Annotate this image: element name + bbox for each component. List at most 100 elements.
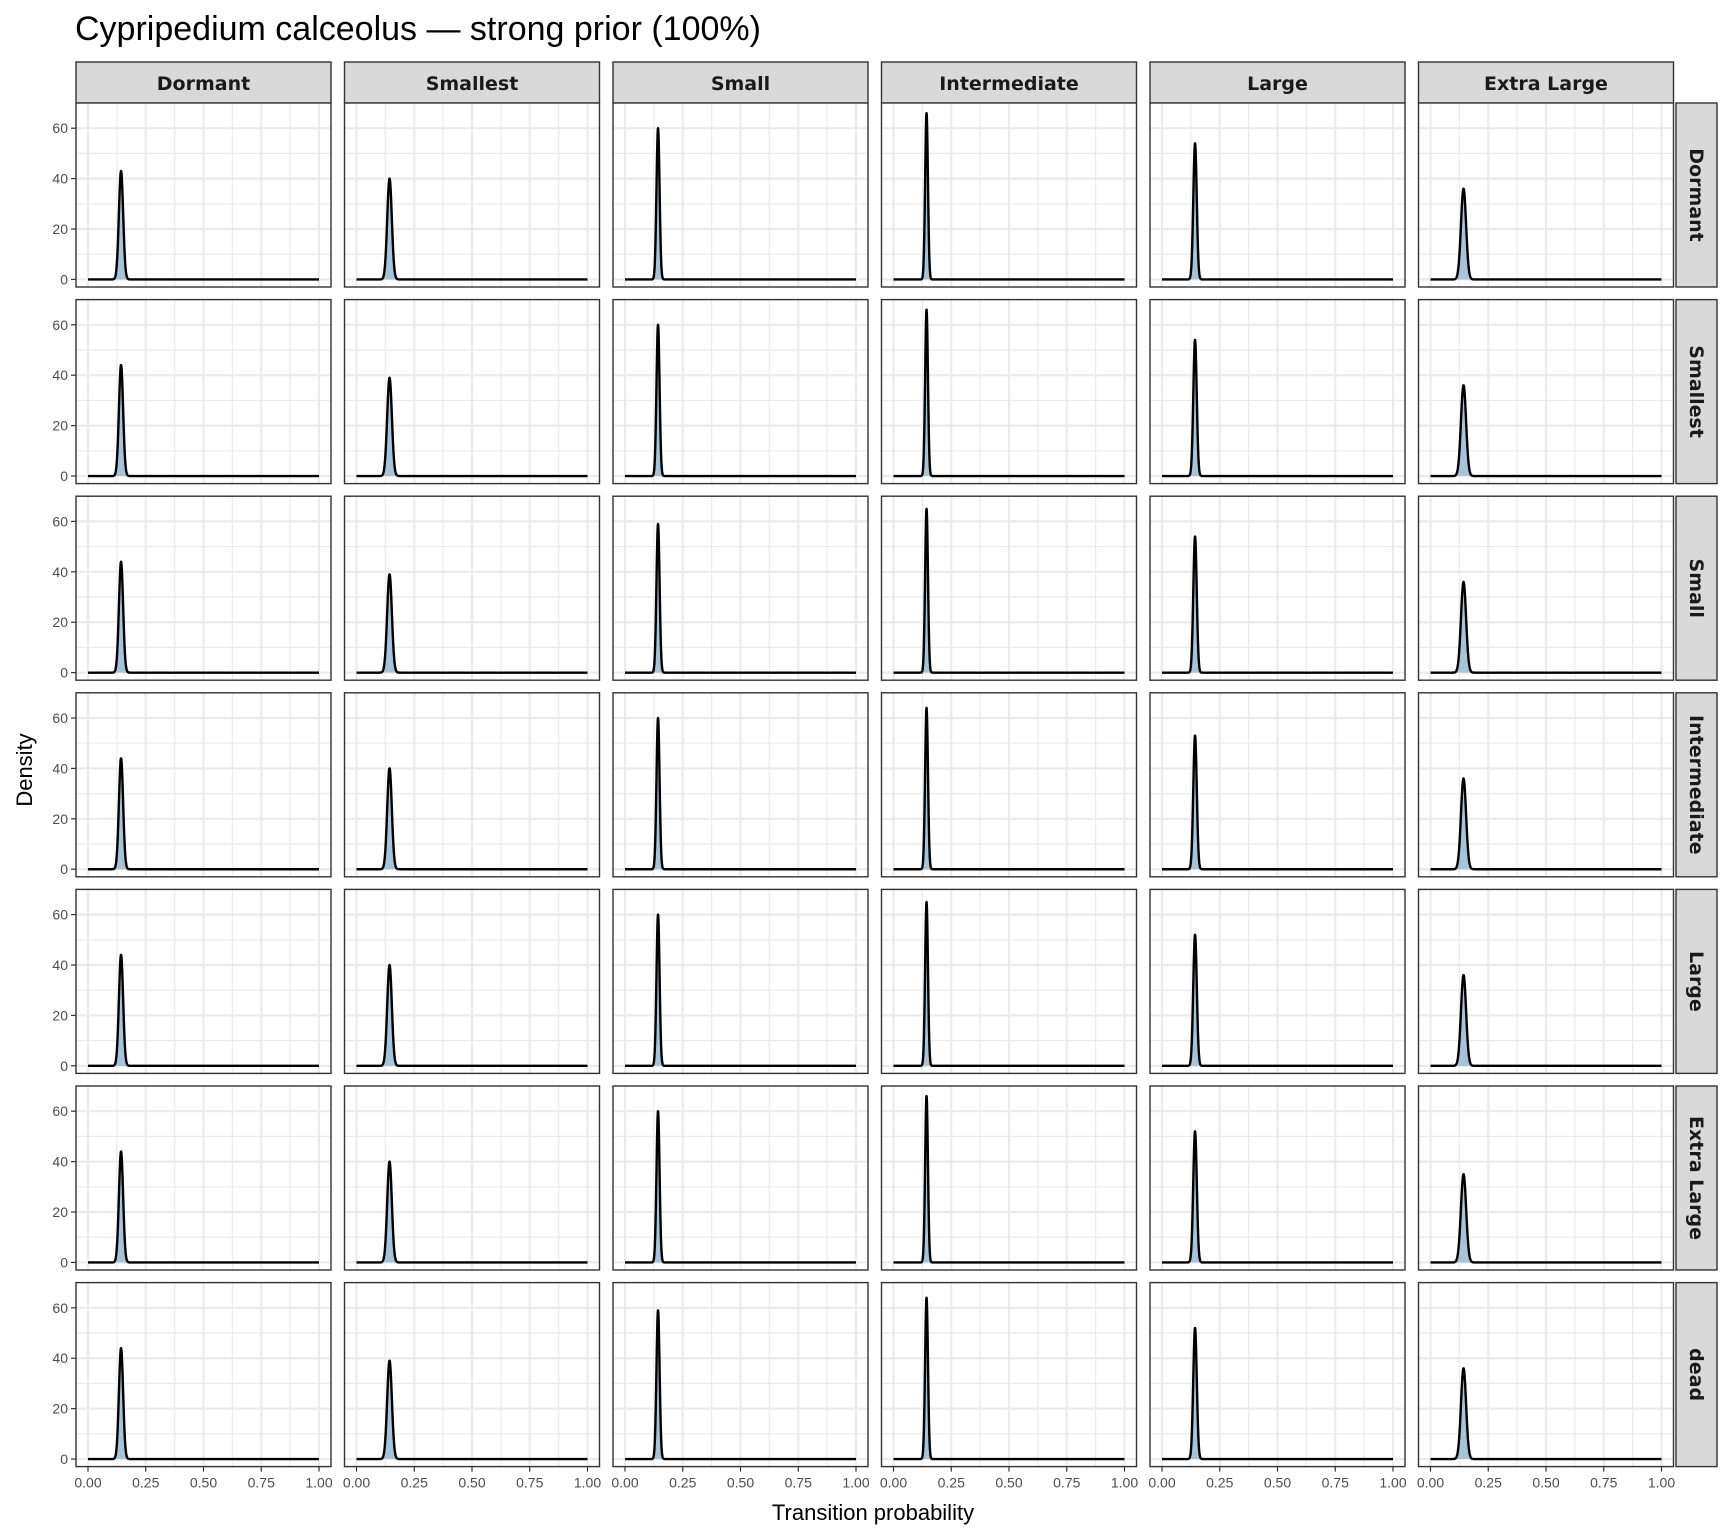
panel-border bbox=[612, 1085, 869, 1271]
panel-border bbox=[75, 102, 332, 288]
panel-border bbox=[1149, 495, 1406, 681]
x-tick-label: 1.00 bbox=[574, 1475, 601, 1491]
x-tick-label: 0.50 bbox=[727, 1475, 754, 1491]
y-tick-label: 20 bbox=[52, 418, 68, 434]
y-tick-label: 40 bbox=[52, 564, 68, 580]
density-line bbox=[355, 177, 589, 281]
y-tick-label: 0 bbox=[60, 1451, 68, 1467]
x-tick-label: 0.50 bbox=[995, 1475, 1022, 1491]
row-strip bbox=[1675, 888, 1718, 1075]
density-line bbox=[87, 363, 320, 478]
density-line bbox=[892, 308, 1126, 478]
panel-border bbox=[343, 692, 601, 878]
density-line bbox=[355, 573, 589, 674]
x-tick-label: 0.50 bbox=[1532, 1475, 1559, 1491]
panel-border bbox=[612, 888, 869, 1075]
column-strip bbox=[1417, 61, 1675, 104]
density-line bbox=[87, 953, 320, 1068]
density-line bbox=[1161, 734, 1394, 871]
panel-border bbox=[1149, 692, 1406, 878]
x-tick-label: 0.50 bbox=[190, 1475, 217, 1491]
y-tick-label: 20 bbox=[52, 221, 68, 237]
density-line bbox=[1429, 777, 1663, 871]
panel-border bbox=[1149, 298, 1406, 485]
density-line bbox=[87, 169, 320, 281]
x-tick-label: 0.25 bbox=[669, 1475, 696, 1491]
panel-border bbox=[1149, 888, 1406, 1075]
density-line bbox=[87, 757, 320, 871]
column-strip bbox=[343, 61, 601, 104]
density-line bbox=[355, 1160, 589, 1264]
row-strip bbox=[1675, 1085, 1718, 1271]
x-tick-label: 0.75 bbox=[516, 1475, 543, 1491]
row-strip-label: Small bbox=[1685, 559, 1707, 618]
density-line bbox=[1429, 1367, 1663, 1461]
density-line bbox=[355, 1359, 589, 1461]
x-tick-label: 0.25 bbox=[938, 1475, 965, 1491]
y-tick-label: 0 bbox=[60, 468, 68, 484]
x-tick-label: 0.00 bbox=[880, 1475, 907, 1491]
y-tick-label: 40 bbox=[52, 1350, 68, 1366]
density-line bbox=[624, 522, 857, 674]
x-tick-label: 0.25 bbox=[401, 1475, 428, 1491]
density-line bbox=[1161, 142, 1394, 281]
density-line bbox=[1161, 933, 1394, 1068]
density-line bbox=[624, 913, 857, 1068]
density-line bbox=[87, 1150, 320, 1264]
y-tick-label: 20 bbox=[52, 1401, 68, 1417]
x-tick-label: 1.00 bbox=[1379, 1475, 1406, 1491]
x-tick-label: 0.00 bbox=[611, 1475, 638, 1491]
density-line bbox=[624, 127, 857, 281]
x-tick-label: 0.00 bbox=[1148, 1475, 1175, 1491]
panel-border bbox=[75, 495, 332, 681]
panel-border bbox=[1417, 692, 1675, 878]
row-strip-label: Intermediate bbox=[1685, 715, 1707, 855]
y-tick-label: 40 bbox=[52, 957, 68, 973]
y-tick-label: 40 bbox=[52, 760, 68, 776]
y-tick-label: 60 bbox=[52, 513, 68, 529]
density-line bbox=[355, 376, 589, 478]
y-tick-label: 60 bbox=[52, 317, 68, 333]
density-line bbox=[624, 716, 857, 871]
density-line bbox=[1161, 535, 1394, 674]
panel-border bbox=[880, 495, 1138, 681]
y-tick-label: 0 bbox=[60, 1254, 68, 1270]
y-tick-label: 0 bbox=[60, 271, 68, 287]
x-tick-label: 0.75 bbox=[1590, 1475, 1617, 1491]
panel-border bbox=[612, 495, 869, 681]
row-strip bbox=[1675, 692, 1718, 878]
row-strip-label: Large bbox=[1685, 951, 1707, 1012]
chart-title: Cypripedium calceolus — strong prior (10… bbox=[75, 10, 761, 48]
panel-border bbox=[880, 888, 1138, 1075]
y-axis-title: Density bbox=[12, 733, 37, 806]
column-strip bbox=[880, 61, 1138, 104]
x-tick-label: 1.00 bbox=[305, 1475, 332, 1491]
density-line bbox=[1429, 973, 1663, 1068]
panel-border bbox=[880, 102, 1138, 288]
panel-border bbox=[343, 888, 601, 1075]
y-tick-label: 40 bbox=[52, 1154, 68, 1170]
y-tick-label: 40 bbox=[52, 367, 68, 383]
x-tick-label: 1.00 bbox=[1111, 1475, 1138, 1491]
x-tick-label: 0.00 bbox=[74, 1475, 101, 1491]
x-tick-label: 0.50 bbox=[1264, 1475, 1291, 1491]
y-tick-label: 20 bbox=[52, 811, 68, 827]
panel-border bbox=[75, 692, 332, 878]
density-line bbox=[892, 900, 1126, 1068]
y-tick-label: 60 bbox=[52, 710, 68, 726]
density-line bbox=[1429, 384, 1663, 478]
density-line bbox=[355, 963, 589, 1068]
panel-border bbox=[1149, 1085, 1406, 1271]
density-line bbox=[892, 706, 1126, 871]
y-tick-label: 60 bbox=[52, 120, 68, 136]
density-line bbox=[87, 560, 320, 674]
column-strip bbox=[612, 61, 869, 104]
facet-grid: Dormant Smallest Small Intermediate Large Ext… bbox=[52, 61, 1718, 1491]
y-tick-label: 0 bbox=[60, 1058, 68, 1074]
density-line bbox=[1429, 580, 1663, 674]
row-strip-label: dead bbox=[1685, 1348, 1707, 1401]
panel-border bbox=[75, 888, 332, 1075]
panel-border bbox=[343, 495, 601, 681]
row-strip bbox=[1675, 1281, 1718, 1468]
